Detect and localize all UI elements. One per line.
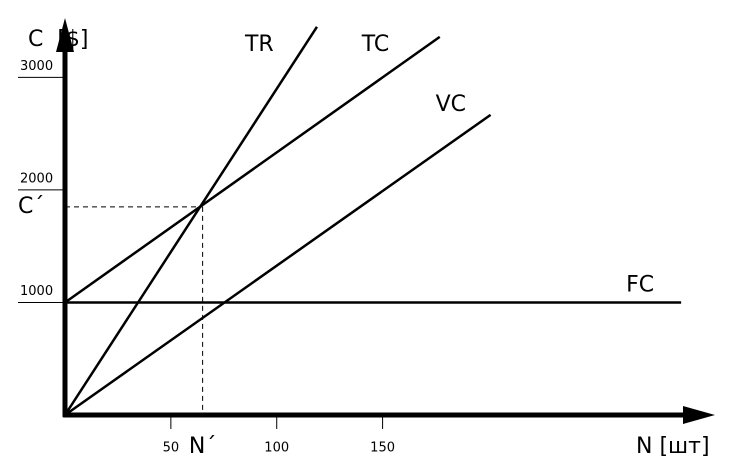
x-axis-arrow xyxy=(683,406,715,424)
x-tick-label: 150 xyxy=(370,441,395,456)
y-tick-label: 1000 xyxy=(20,284,53,299)
series-label: TC xyxy=(361,32,390,57)
series-label: VC xyxy=(436,92,466,117)
series-label: TR xyxy=(244,32,274,57)
y-axis-arrow xyxy=(56,18,74,52)
break-even-x-label: N´ xyxy=(189,434,216,459)
x-tick-label: 100 xyxy=(264,441,289,456)
series-line xyxy=(63,26,319,416)
y-tick-label: 3000 xyxy=(20,59,53,74)
x-tick-label: 50 xyxy=(163,441,180,456)
series-line xyxy=(64,35,441,304)
y-tick-label: 2000 xyxy=(20,171,53,186)
x-axis-label: N [шт] xyxy=(636,434,710,459)
series-label: FC xyxy=(626,272,654,297)
series-line xyxy=(64,113,492,417)
break-even-y-label: C´ xyxy=(18,194,44,219)
